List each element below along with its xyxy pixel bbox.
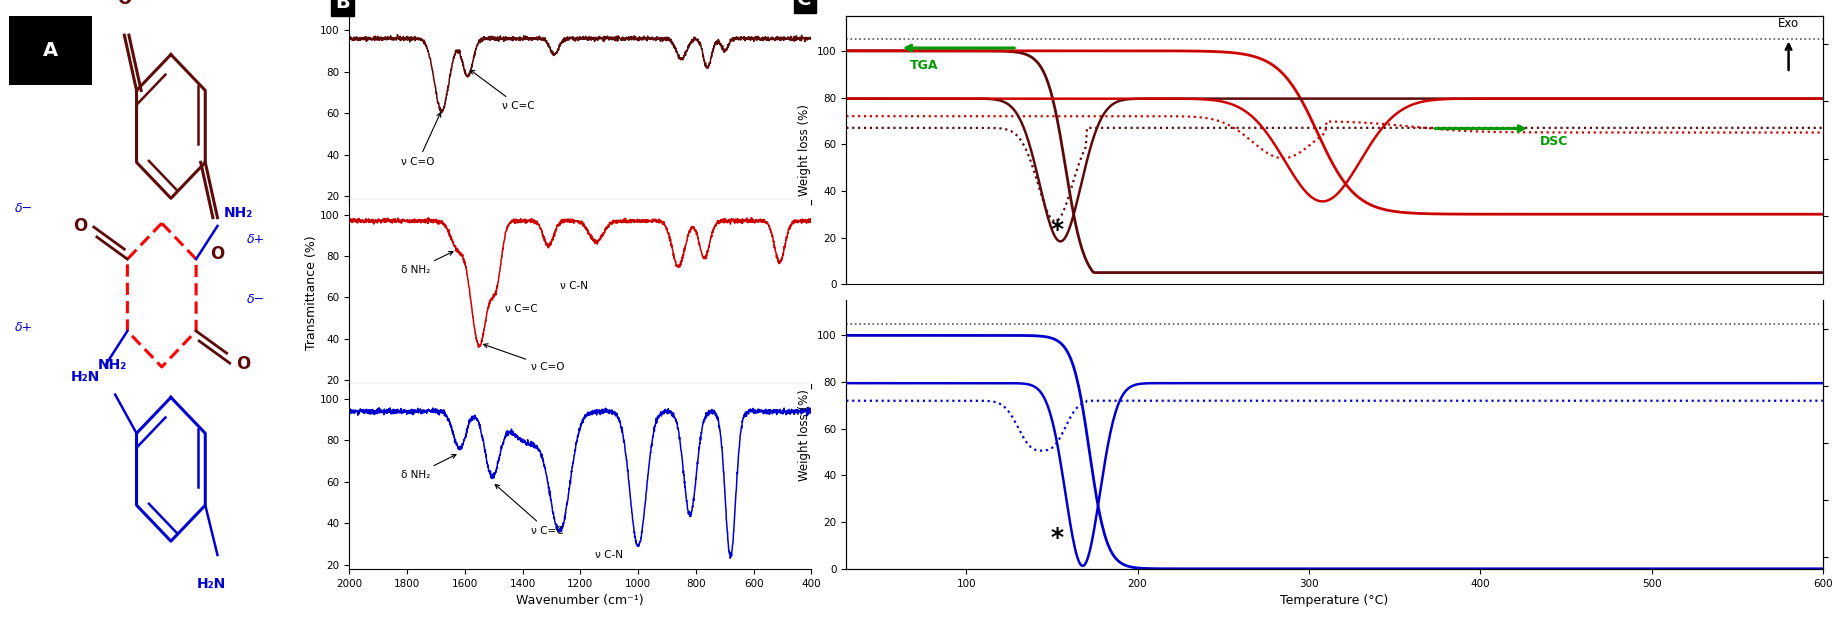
Bar: [9, 16, 92, 85]
Text: NH₂: NH₂: [224, 207, 253, 221]
Text: O: O: [117, 0, 132, 8]
Text: ν C=C: ν C=C: [471, 70, 535, 111]
Text: δ NH₂: δ NH₂: [401, 252, 453, 275]
Text: NH₂: NH₂: [97, 358, 126, 372]
Text: O: O: [73, 217, 88, 235]
Text: ν C-N: ν C-N: [561, 281, 588, 291]
Text: ν C=O: ν C=O: [401, 112, 442, 167]
Text: C: C: [797, 0, 812, 9]
Text: δ NH₂: δ NH₂: [401, 454, 456, 480]
Text: ν C-N: ν C-N: [595, 550, 623, 561]
Y-axis label: Weight loss (%): Weight loss (%): [799, 104, 812, 196]
Text: Exo: Exo: [1779, 17, 1799, 30]
Text: H₂N: H₂N: [196, 577, 225, 591]
X-axis label: Temperature (°C): Temperature (°C): [1281, 594, 1389, 607]
X-axis label: Wavenumber (cm⁻¹): Wavenumber (cm⁻¹): [517, 594, 645, 607]
Text: δ−: δ−: [247, 293, 266, 307]
Text: B: B: [335, 0, 350, 13]
Text: ν C=C: ν C=C: [495, 485, 564, 535]
Text: O: O: [236, 355, 249, 373]
Text: ν C=C: ν C=C: [506, 304, 539, 314]
Text: *: *: [1050, 218, 1064, 242]
Y-axis label: Weight loss (%): Weight loss (%): [799, 389, 812, 480]
Text: δ+: δ+: [15, 321, 33, 334]
Text: *: *: [1050, 526, 1064, 550]
Text: TGA: TGA: [911, 59, 938, 73]
Text: ν C=O: ν C=O: [484, 344, 564, 372]
Text: A: A: [42, 41, 59, 60]
Text: δ+: δ+: [247, 233, 266, 245]
Text: O: O: [211, 245, 225, 264]
Text: δ−: δ−: [15, 202, 33, 215]
Y-axis label: Transmittance (%): Transmittance (%): [306, 235, 319, 349]
Text: H₂N: H₂N: [71, 370, 101, 384]
Text: DSC: DSC: [1539, 135, 1568, 148]
